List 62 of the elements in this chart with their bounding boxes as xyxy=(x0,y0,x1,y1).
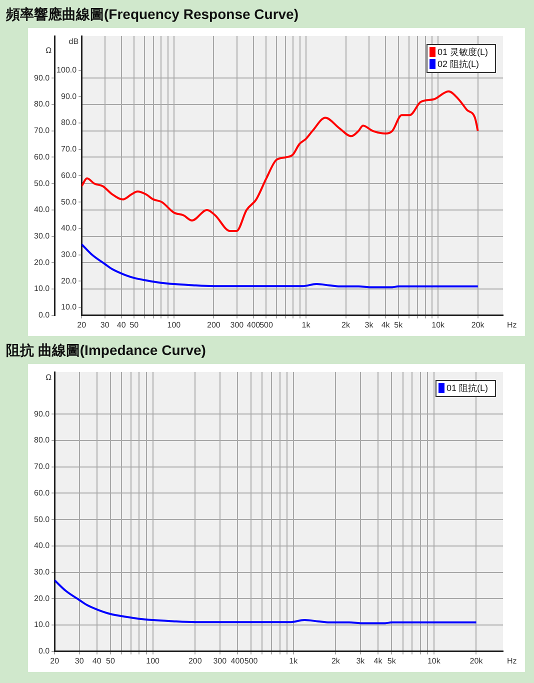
x-tick-label: 5k xyxy=(394,320,404,330)
y-tick-label: 90.0 xyxy=(61,92,78,101)
x-tick-label: 200 xyxy=(207,320,221,330)
y-tick-label: 60.0 xyxy=(34,488,50,498)
x-tick-label: 500 xyxy=(260,320,274,330)
x-tick-label: 30 xyxy=(100,320,110,330)
chart-title: 頻率響應曲線圖(Frequency Response Curve) xyxy=(4,5,300,24)
x-tick-label: 3k xyxy=(356,656,366,666)
y-tick-label: 50.0 xyxy=(34,514,50,524)
x-tick-label: 400 xyxy=(246,320,261,330)
y-tick-label: 60.0 xyxy=(61,170,78,180)
x-tick-label: 40 xyxy=(92,656,102,666)
x-tick-label: 30 xyxy=(74,656,84,666)
x-tick-label: 500 xyxy=(244,656,258,666)
x-tick-label: 3k xyxy=(364,320,374,330)
y-tick-label: 30.0 xyxy=(61,250,78,259)
x-tick-label: 1k xyxy=(302,320,312,330)
y-tick-label: 70.0 xyxy=(61,144,78,154)
y-tick-label: 20.0 xyxy=(34,594,50,603)
y-tick-label: 10.0 xyxy=(61,302,78,312)
y-tick-label: 20.0 xyxy=(61,276,78,286)
y-tick-label: 10.0 xyxy=(34,620,50,630)
x-tick-label: 400 xyxy=(230,656,245,666)
x-tick-label: 4k xyxy=(381,320,391,330)
y-axis-title: Ω xyxy=(46,373,52,382)
x-tick-label: 20 xyxy=(50,656,60,666)
legend-label: 01 阻抗(L) xyxy=(446,382,488,393)
y2-axis-title: Ω xyxy=(46,46,52,56)
x-tick-label: 100 xyxy=(167,320,182,330)
x-tick-label: 50 xyxy=(106,656,116,666)
y-axis-title: dB xyxy=(68,37,79,46)
x-tick-label: 5k xyxy=(387,656,397,666)
x-tick-label: 300 xyxy=(213,656,228,666)
x-tick-label: 100 xyxy=(146,656,160,666)
y-tick-label: 40.0 xyxy=(34,541,50,550)
y-tick-label: 50.0 xyxy=(61,197,78,206)
y-tick-label: 100.0 xyxy=(56,65,78,74)
y-tick-label: 70.0 xyxy=(34,462,50,472)
x-tick-label: 300 xyxy=(230,320,244,330)
x-tick-label: 2k xyxy=(331,656,341,666)
x-tick-label: 2k xyxy=(342,320,351,330)
x-tick-label: 20k xyxy=(471,320,486,330)
x-tick-label: 20k xyxy=(470,656,484,666)
y-tick-label: 0.0 xyxy=(38,646,50,656)
x-tick-label: 4k xyxy=(374,656,384,666)
x-tick-label: 200 xyxy=(188,656,202,666)
x-tick-label: 20 xyxy=(77,320,87,330)
x-axis-title: Hz xyxy=(507,656,517,666)
legend-label: 01 灵敏度(L) xyxy=(437,46,488,57)
x-tick-label: 40 xyxy=(116,320,126,330)
y-tick-label: 80.0 xyxy=(34,436,50,445)
x-tick-label: 10k xyxy=(432,320,446,330)
x-tick-label: 1k xyxy=(289,656,299,666)
legend-label: 02 阻抗(L) xyxy=(437,58,480,69)
x-tick-label: 10k xyxy=(427,656,442,666)
x-tick-label: 50 xyxy=(130,320,140,330)
y-tick-label: 40.0 xyxy=(61,224,78,233)
y-tick-label: 90.0 xyxy=(34,409,50,418)
y-tick-label: 80.0 xyxy=(61,118,78,128)
chart-title: 阻抗 曲線圖(Impedance Curve) xyxy=(5,341,207,360)
y-tick-label: 30.0 xyxy=(34,568,50,577)
x-axis-title: Hz xyxy=(507,320,517,330)
